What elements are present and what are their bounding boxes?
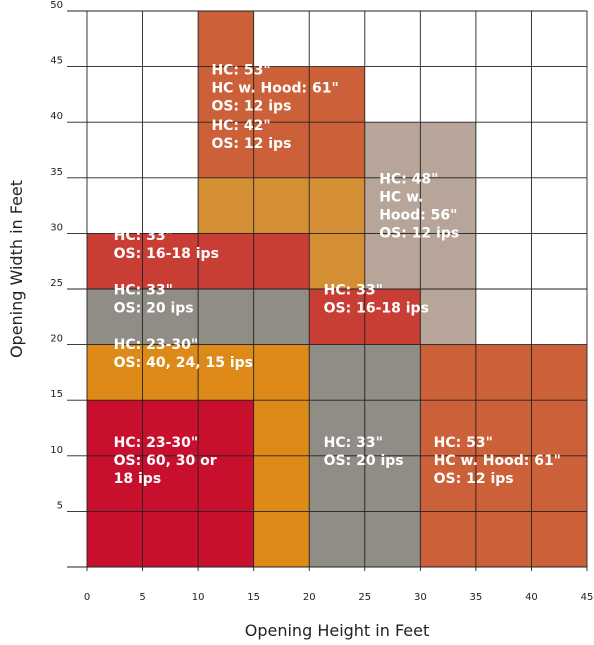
annotation-2: HC: 33" OS: 20 ips xyxy=(114,283,194,317)
y-tick-label-20: 20 xyxy=(50,334,63,345)
annotation-3: HC: 33" OS: 16-18 ips xyxy=(114,228,219,262)
y-tick-label-25: 25 xyxy=(50,278,63,289)
annotation-7: HC: 33" OS: 20 ips xyxy=(324,435,404,469)
y-tick-label-15: 15 xyxy=(50,389,63,400)
y-tick-label-35: 35 xyxy=(50,167,63,178)
annotation-1: HC: 23-30" OS: 40, 24, 15 ips xyxy=(114,337,253,371)
annotation-6-line-0: HC: 33" xyxy=(324,283,383,299)
x-tick-label-45: 45 xyxy=(581,592,594,603)
annotation-2-line-0: HC: 33" xyxy=(114,283,173,299)
annotation-9-line-2: OS: 12 ips xyxy=(434,471,514,487)
ticks-layer: 0 5 10 15 20 25 30 35 40 45 5 10 15 20 25 30 35 40 45 50 xyxy=(50,0,593,603)
annotation-7-line-0: HC: 33" xyxy=(324,435,383,451)
annotation-6-line-1: OS: 16-18 ips xyxy=(324,301,429,317)
annotation-5-line-2: OS: 12 ips xyxy=(211,98,291,114)
x-tick-label-0: 0 xyxy=(84,592,90,603)
annotation-6: HC: 33" OS: 16-18 ips xyxy=(324,283,429,317)
grid-layer xyxy=(67,10,588,571)
annotation-1-line-0: HC: 23-30" xyxy=(114,337,199,353)
annotation-8-line-1: HC w. xyxy=(379,189,423,205)
x-tick-label-35: 35 xyxy=(470,592,483,603)
annotation-5-line-1: HC w. Hood: 61" xyxy=(211,80,338,96)
annotation-4: HC: 42" OS: 12 ips xyxy=(211,118,291,152)
annotation-1-line-1: OS: 40, 24, 15 ips xyxy=(114,355,253,371)
annotation-3-line-1: OS: 16-18 ips xyxy=(114,246,219,262)
annotations-layer: HC: 23-30" OS: 60, 30 or 18 ips HC: 23-30" O… xyxy=(114,62,561,487)
annotation-9: HC: 53" HC w. Hood: 61" OS: 12 ips xyxy=(434,435,561,487)
x-tick-label-5: 5 xyxy=(139,592,145,603)
region-0 xyxy=(87,400,254,567)
annotation-7-line-1: OS: 20 ips xyxy=(324,453,404,469)
region-12 xyxy=(198,11,254,178)
y-tick-label-40: 40 xyxy=(50,111,63,122)
region-9 xyxy=(364,289,421,345)
annotation-4-line-1: OS: 12 ips xyxy=(211,136,291,152)
x-tick-label-15: 15 xyxy=(247,592,260,603)
annotation-8-line-3: OS: 12 ips xyxy=(379,225,459,241)
x-tick-label-20: 20 xyxy=(303,592,316,603)
annotation-9-line-0: HC: 53" xyxy=(434,435,493,451)
x-tick-label-40: 40 xyxy=(525,592,538,603)
annotation-5-line-0: HC: 53" xyxy=(211,62,270,78)
region-8 xyxy=(309,289,365,345)
annotation-0-line-0: HC: 23-30" xyxy=(114,435,199,451)
y-tick-label-45: 45 xyxy=(50,56,63,67)
annotation-8-line-2: Hood: 56" xyxy=(379,207,457,223)
annotation-3-line-0: HC: 33" xyxy=(114,228,173,244)
annotation-9-line-1: HC w. Hood: 61" xyxy=(434,453,561,469)
y-tick-label-50: 50 xyxy=(50,0,63,11)
annotation-8: HC: 48" HC w. Hood: 56" OS: 12 ips xyxy=(379,171,459,241)
x-axis-title: Opening Height in Feet xyxy=(245,621,430,640)
annotation-0: HC: 23-30" OS: 60, 30 or 18 ips xyxy=(114,435,217,487)
y-tick-label-10: 10 xyxy=(50,445,63,456)
y-tick-label-5: 5 xyxy=(57,500,63,511)
region-1 xyxy=(253,400,310,567)
annotation-8-line-0: HC: 48" xyxy=(379,171,438,187)
y-axis-title: Opening Width in Feet xyxy=(7,180,26,358)
region-15 xyxy=(420,289,476,345)
annotation-0-line-1: OS: 60, 30 or xyxy=(114,453,217,469)
annotation-0-line-2: 18 ips xyxy=(114,471,162,487)
region-7 xyxy=(253,233,310,289)
annotation-2-line-1: OS: 20 ips xyxy=(114,301,194,317)
x-tick-label-25: 25 xyxy=(358,592,371,603)
x-tick-label-30: 30 xyxy=(414,592,427,603)
region-6 xyxy=(87,233,254,289)
y-tick-label-30: 30 xyxy=(50,222,63,233)
annotation-5: HC: 53" HC w. Hood: 61" OS: 12 ips xyxy=(211,62,338,114)
annotation-4-line-0: HC: 42" xyxy=(211,118,270,134)
x-tick-label-10: 10 xyxy=(192,592,205,603)
